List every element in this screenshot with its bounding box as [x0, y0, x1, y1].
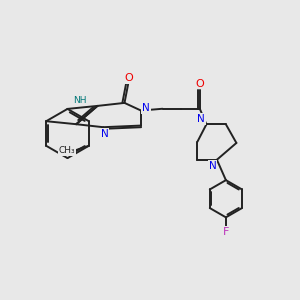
Text: N: N — [101, 129, 109, 139]
Text: N: N — [197, 114, 205, 124]
Text: N: N — [142, 103, 150, 113]
Text: CH₃: CH₃ — [58, 146, 75, 155]
Text: O: O — [124, 73, 134, 83]
Text: NH: NH — [73, 96, 86, 105]
Text: N: N — [208, 161, 216, 171]
Text: F: F — [223, 227, 229, 237]
Text: O: O — [195, 79, 204, 88]
